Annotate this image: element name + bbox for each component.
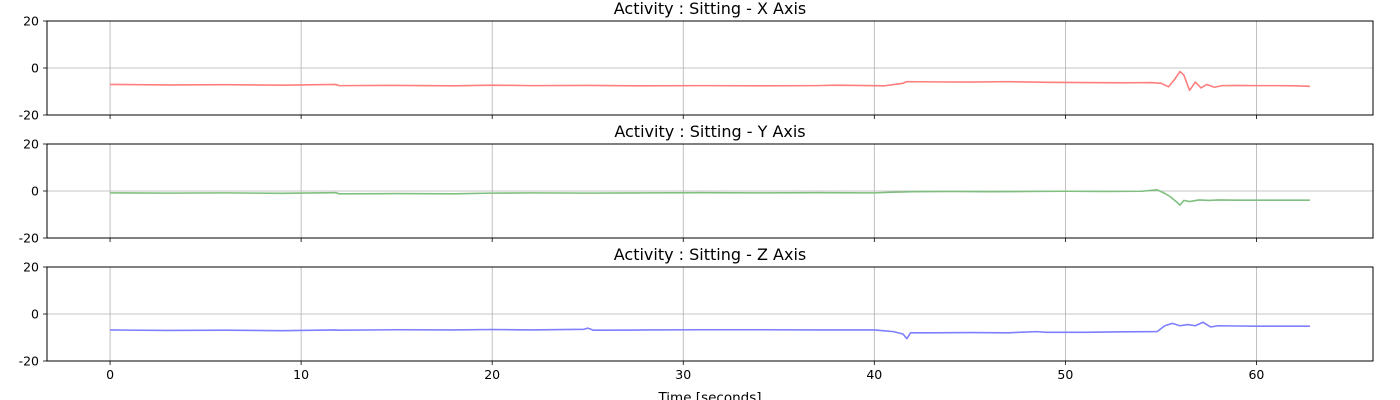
x-tick-label: 10 [293,367,309,382]
x-axis-label: Time [seconds] [657,390,761,400]
subplot-2: -20 0 20 Activity : Sitting - Y Axis [19,122,1374,246]
y-tick-label: -20 [19,231,39,246]
x-tick-label: 20 [484,367,500,382]
y-tick-label: 20 [23,137,39,152]
subplot-3: -20 0 20 0 10 20 30 40 50 60 Time [seconds] Activit… [19,245,1374,400]
subplot-1: -20 0 20 Activity : Sitting - X Axis [19,0,1374,123]
subplot-title: Activity : Sitting - Z Axis [614,245,806,264]
y-tick-label: 20 [23,260,39,275]
y-tick-label: 20 [23,14,39,29]
y-tick-label: -20 [19,108,39,123]
subplot-title: Activity : Sitting - X Axis [614,0,806,18]
x-tick-label: 0 [106,367,114,382]
y-tick-label: 0 [31,61,39,76]
data-line [110,70,1310,92]
subplot-title: Activity : Sitting - Y Axis [614,122,805,141]
x-tick-label: 50 [1057,367,1073,382]
x-tick-label: 40 [866,367,882,382]
y-tick-label: 0 [31,307,39,322]
x-tick-label: 30 [675,367,691,382]
x-tick-label: 60 [1248,367,1264,382]
data-line [110,189,1310,206]
y-tick-label: 0 [31,184,39,199]
y-tick-label: -20 [19,354,39,369]
data-line [110,321,1310,340]
